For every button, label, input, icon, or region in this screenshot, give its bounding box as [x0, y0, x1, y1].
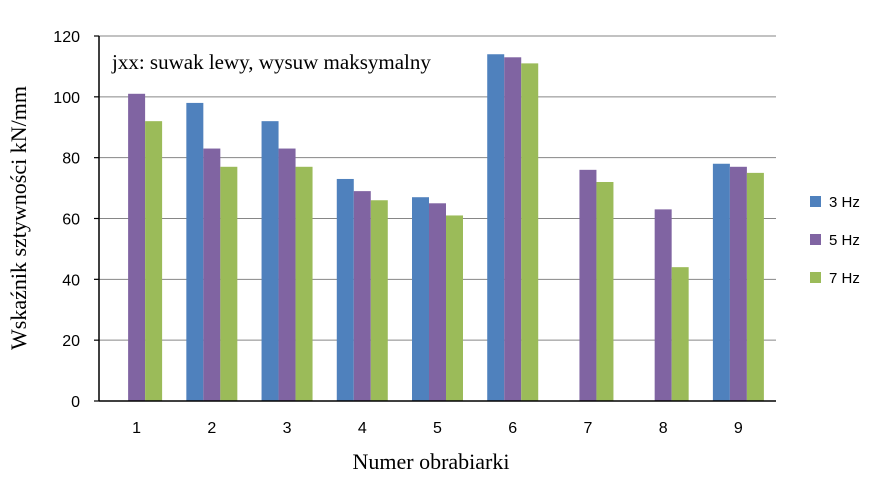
- chart-title: jxx: suwak lewy, wysuw maksymalny: [111, 50, 431, 74]
- x-tick-label: 5: [433, 420, 442, 437]
- y-tick-label: 100: [53, 90, 80, 107]
- x-tick-label: 1: [132, 420, 141, 437]
- y-tick-label: 80: [62, 151, 80, 168]
- bar-7hz-cat-1: [145, 121, 163, 402]
- x-tick-label: 7: [583, 420, 592, 437]
- bar-5hz-cat-7: [579, 169, 597, 401]
- bar-5hz-cat-9: [729, 166, 747, 401]
- bar-7hz-cat-2: [220, 166, 238, 401]
- x-tick-labels: 1 2 3 4 5 6 7 8 9: [132, 420, 743, 437]
- y-tick-labels: 0 20 40 60 80 100 120: [53, 29, 99, 411]
- x-tick-label: 3: [283, 420, 292, 437]
- bar-7hz-cat-6: [521, 63, 539, 401]
- y-tick-label: 20: [62, 333, 80, 350]
- y-tick-label: 120: [53, 29, 80, 46]
- y-tick-label: 60: [62, 212, 80, 229]
- x-tick-label: 2: [207, 420, 216, 437]
- bar-5hz-cat-6: [504, 57, 522, 402]
- bar-7hz-cat-9: [746, 172, 764, 401]
- legend-swatch: [810, 234, 821, 245]
- y-axis-label: Wskaźnik sztywności kN/mm: [6, 86, 31, 350]
- bar-7hz-cat-7: [596, 182, 614, 401]
- x-tick-label: 8: [659, 420, 668, 437]
- bar-3hz-cat-4: [336, 178, 354, 401]
- bar-3hz-cat-5: [412, 197, 429, 401]
- bar-5hz-cat-5: [429, 203, 446, 401]
- legend-label: 7 Hz: [829, 270, 860, 287]
- bars: [128, 54, 764, 402]
- bar-5hz-cat-2: [203, 148, 221, 401]
- bar-3hz-cat-3: [261, 121, 279, 402]
- bar-5hz-cat-8: [654, 209, 672, 401]
- y-tick-label: 40: [62, 272, 80, 289]
- legend: 3 Hz 5 Hz 7 Hz: [810, 194, 860, 287]
- bar-7hz-cat-4: [370, 200, 388, 401]
- legend-label: 5 Hz: [829, 232, 860, 249]
- x-axis-label: Numer obrabiarki: [353, 449, 510, 474]
- bar-7hz-cat-3: [295, 166, 313, 401]
- legend-label: 3 Hz: [829, 194, 860, 211]
- bar-5hz-cat-1: [128, 93, 146, 402]
- bar-5hz-cat-3: [278, 148, 296, 401]
- bar-7hz-cat-8: [671, 267, 689, 401]
- y-tick-label: 0: [71, 394, 80, 411]
- bar-3hz-cat-9: [712, 163, 730, 401]
- x-tick-label: 4: [358, 420, 367, 437]
- legend-swatch: [810, 272, 821, 283]
- bar-5hz-cat-4: [353, 191, 371, 401]
- bar-3hz-cat-6: [487, 54, 505, 401]
- x-tick-label: 9: [734, 420, 743, 437]
- bar-3hz-cat-2: [186, 102, 204, 402]
- legend-swatch: [810, 196, 821, 207]
- x-tick-label: 6: [508, 420, 517, 437]
- bar-7hz-cat-5: [446, 215, 463, 401]
